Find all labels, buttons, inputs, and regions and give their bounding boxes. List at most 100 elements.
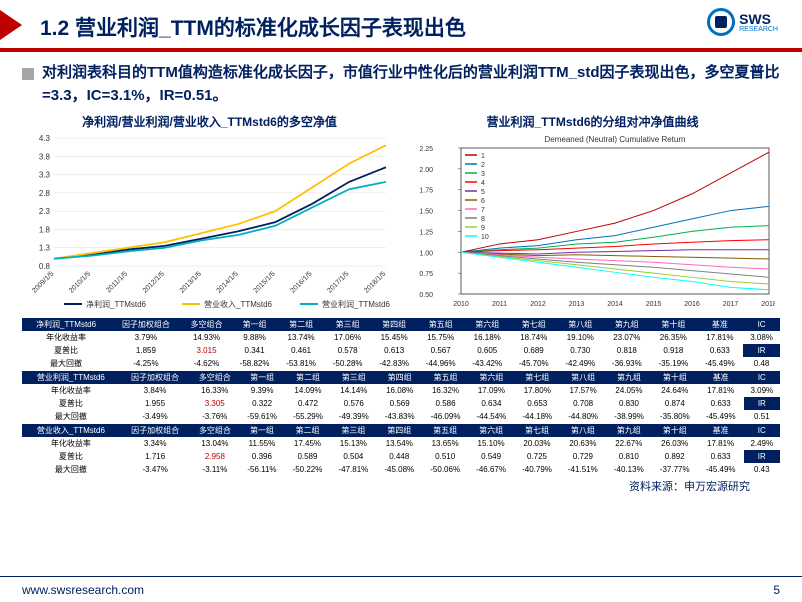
right-chart-title: 营业利润_TTMstd6的分组对冲净值曲线 bbox=[405, 113, 780, 130]
table-cell: 0.396 bbox=[239, 450, 284, 463]
table-cell: 0.576 bbox=[331, 397, 377, 410]
svg-text:2015/1/5: 2015/1/5 bbox=[253, 270, 277, 294]
table-header-cell: 第八组 bbox=[560, 371, 606, 384]
table-cell: 16.08% bbox=[377, 384, 423, 397]
svg-text:1.75: 1.75 bbox=[419, 188, 433, 195]
table-cell: -3.76% bbox=[190, 410, 239, 423]
bullet-point: 对利润表科目的TTM值构造标准化成长因子，市值行业中性化后的营业利润TTM_st… bbox=[22, 62, 780, 107]
table-cell: 0.589 bbox=[285, 450, 331, 463]
svg-text:0.8: 0.8 bbox=[39, 262, 51, 271]
svg-text:2011: 2011 bbox=[492, 301, 507, 308]
table-cell: 14.93% bbox=[182, 331, 232, 344]
svg-text:2016/1/5: 2016/1/5 bbox=[289, 270, 313, 294]
table-header-cell: 第七组 bbox=[510, 318, 557, 331]
table-cell: 15.75% bbox=[417, 331, 464, 344]
data-table: 净利润_TTMstd6因子加权组合多空组合第一组第二组第三组第四组第五组第六组第… bbox=[22, 318, 780, 370]
source-label: 资料来源：申万宏源研究 bbox=[22, 478, 780, 494]
table-cell: 0.892 bbox=[652, 450, 698, 463]
row-label: 夏普比 bbox=[22, 344, 110, 357]
slide-title: 1.2 营业利润_TTM的标准化成长因子表现出色 bbox=[40, 12, 466, 42]
table-header-cell: 净利润_TTMstd6 bbox=[22, 318, 110, 331]
table-cell: -42.49% bbox=[557, 357, 604, 370]
svg-text:3: 3 bbox=[481, 171, 485, 178]
svg-text:2.3: 2.3 bbox=[39, 207, 51, 216]
table-header-cell: 第五组 bbox=[417, 318, 464, 331]
table-cell: 17.80% bbox=[514, 384, 560, 397]
table-cell: 0.633 bbox=[698, 397, 744, 410]
extra-cell: 3.08% bbox=[743, 331, 780, 344]
table-header-cell: 第四组 bbox=[371, 318, 418, 331]
footer-url[interactable]: www.swsresearch.com bbox=[22, 583, 144, 597]
extra-cell: 0.43 bbox=[744, 463, 780, 476]
svg-text:2016: 2016 bbox=[684, 301, 700, 308]
table-cell: 0.613 bbox=[371, 344, 418, 357]
table-cell: -45.49% bbox=[698, 410, 744, 423]
table-header-cell: 第四组 bbox=[377, 371, 423, 384]
svg-text:4: 4 bbox=[481, 180, 485, 187]
table-cell: -46.67% bbox=[468, 463, 514, 476]
table-cell: 17.06% bbox=[324, 331, 371, 344]
table-cell: 0.653 bbox=[514, 397, 560, 410]
table-cell: -45.70% bbox=[510, 357, 557, 370]
table-cell: 0.341 bbox=[231, 344, 278, 357]
table-cell: 17.81% bbox=[698, 384, 744, 397]
extra-cell: 0.51 bbox=[744, 410, 780, 423]
table-header-cell: 第四组 bbox=[376, 424, 422, 437]
svg-text:净利润_TTMstd6: 净利润_TTMstd6 bbox=[86, 299, 147, 309]
table-cell: -40.79% bbox=[514, 463, 560, 476]
ir-label-cell: IR bbox=[743, 344, 780, 357]
svg-text:1.8: 1.8 bbox=[39, 225, 51, 234]
table-cell: -46.09% bbox=[423, 410, 469, 423]
row-label: 最大回撤 bbox=[22, 357, 110, 370]
table-header-cell: 第三组 bbox=[331, 371, 377, 384]
table-cell: -42.83% bbox=[371, 357, 418, 370]
right-chart-container: 营业利润_TTMstd6的分组对冲净值曲线 Demeaned (Neutral)… bbox=[405, 113, 780, 312]
svg-text:3.8: 3.8 bbox=[39, 152, 51, 161]
svg-text:0.75: 0.75 bbox=[419, 271, 433, 278]
table-header-cell: 第三组 bbox=[330, 424, 376, 437]
row-label: 夏普比 bbox=[22, 450, 120, 463]
table-cell: 0.633 bbox=[698, 450, 744, 463]
svg-text:1.00: 1.00 bbox=[419, 250, 433, 257]
table-cell: 3.84% bbox=[120, 384, 191, 397]
svg-text:2014/1/5: 2014/1/5 bbox=[216, 270, 240, 294]
svg-text:2009/1/5: 2009/1/5 bbox=[31, 270, 55, 294]
table-cell: 0.918 bbox=[650, 344, 697, 357]
table-header-cell: 第八组 bbox=[557, 318, 604, 331]
table-header-cell: 第九组 bbox=[606, 424, 652, 437]
table-cell: 13.74% bbox=[278, 331, 325, 344]
svg-text:2013/1/5: 2013/1/5 bbox=[179, 270, 203, 294]
svg-text:6: 6 bbox=[481, 198, 485, 205]
table-header-cell: 第六组 bbox=[464, 318, 511, 331]
extra-cell: 2.49% bbox=[744, 437, 780, 450]
svg-text:2010/1/5: 2010/1/5 bbox=[68, 270, 92, 294]
table-cell: 13.54% bbox=[376, 437, 422, 450]
footer: www.swsresearch.com 5 bbox=[0, 576, 802, 602]
table-cell: 26.35% bbox=[650, 331, 697, 344]
table-cell: -44.96% bbox=[417, 357, 464, 370]
table-cell: -36.93% bbox=[604, 357, 651, 370]
svg-text:Demeaned (Neutral) Cumulative: Demeaned (Neutral) Cumulative Return bbox=[545, 135, 686, 144]
table-header-cell: 第三组 bbox=[324, 318, 371, 331]
table-cell: 9.88% bbox=[231, 331, 278, 344]
svg-text:1.3: 1.3 bbox=[39, 244, 51, 253]
table-cell: 11.55% bbox=[239, 437, 284, 450]
table-header-cell: 基准 bbox=[698, 371, 744, 384]
svg-text:2.8: 2.8 bbox=[39, 189, 51, 198]
table-cell: -38.99% bbox=[606, 410, 652, 423]
table-cell: -43.42% bbox=[464, 357, 511, 370]
svg-text:7: 7 bbox=[481, 207, 485, 214]
svg-text:3.3: 3.3 bbox=[39, 171, 51, 180]
svg-text:10: 10 bbox=[481, 234, 489, 241]
table-header-cell: 基准 bbox=[698, 424, 744, 437]
table-cell: 17.81% bbox=[698, 437, 744, 450]
row-label: 最大回撤 bbox=[22, 463, 120, 476]
table-cell: 0.730 bbox=[557, 344, 604, 357]
table-header-cell: 多空组合 bbox=[190, 371, 239, 384]
table-cell: 0.633 bbox=[697, 344, 744, 357]
table-cell: 16.33% bbox=[190, 384, 239, 397]
table-cell: 0.725 bbox=[514, 450, 560, 463]
table-cell: 17.09% bbox=[468, 384, 514, 397]
table-header-cell: 第九组 bbox=[606, 371, 652, 384]
table-cell: 15.45% bbox=[371, 331, 418, 344]
